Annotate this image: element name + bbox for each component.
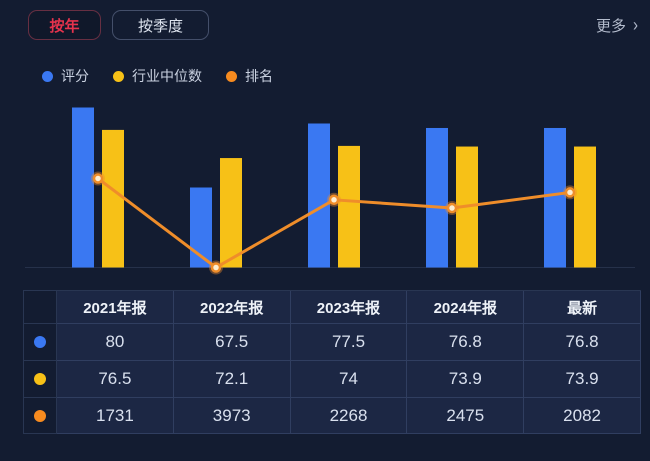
table-cell-rank-3: 2475 (407, 398, 525, 434)
legend-label-score: 评分 (61, 68, 89, 84)
table-cell-score-4: 76.8 (524, 324, 641, 361)
bar-score-3 (426, 127, 448, 268)
table-header-2: 2023年报 (290, 291, 408, 324)
table-header-3: 2024年报 (407, 291, 525, 324)
tab-by-quarter[interactable]: 按季度 (112, 10, 209, 40)
table-header-0: 2021年报 (57, 291, 174, 324)
bar-median-2 (338, 145, 360, 268)
row-dot-cell-score (24, 324, 57, 361)
table-cell-median-3: 73.9 (407, 361, 525, 398)
legend-dot-median-icon (113, 70, 124, 82)
tab-by-quarter-label: 按季度 (137, 17, 183, 35)
table-header-4: 最新 (524, 291, 641, 324)
rank-point-3 (446, 202, 458, 214)
bar-score-1 (190, 187, 212, 268)
bar-median-4 (574, 146, 596, 268)
data-table: 2021年报 2022年报 2023年报 2024年报 最新 80 67.5 77.5 76.8… (23, 290, 641, 434)
table-cell-score-1: 67.5 (173, 324, 291, 361)
chart-svg[interactable] (0, 90, 650, 280)
table-header-1: 2022年报 (173, 291, 291, 324)
bar-median-1 (220, 158, 242, 268)
table-cell-rank-4: 2082 (524, 398, 641, 434)
bar-score-4 (544, 127, 566, 268)
legend-dot-rank-icon (226, 70, 237, 82)
rank-line (97, 177, 571, 269)
table-cell-score-0: 80 (57, 324, 174, 361)
table-cell-score-3: 76.8 (407, 324, 525, 361)
table-corner-cell (24, 291, 57, 324)
more-link[interactable]: 更多 › (596, 15, 638, 36)
bar-score-0 (72, 107, 94, 268)
table-cell-median-1: 72.1 (173, 361, 291, 398)
table-cell-median-0: 76.5 (57, 361, 174, 398)
legend-item-median[interactable]: 行业中位数 (113, 66, 202, 86)
tab-by-year-label: 按年 (49, 17, 80, 35)
row-dot-median-icon (34, 373, 46, 385)
row-dot-rank-icon (34, 409, 46, 422)
bar-median-0 (102, 129, 124, 268)
legend-label-rank: 排名 (245, 68, 273, 84)
rank-point-1 (210, 262, 222, 273)
chevron-right-icon: › (633, 14, 638, 37)
row-dot-cell-rank (24, 398, 57, 434)
row-dot-cell-median (24, 361, 57, 398)
table-cell-rank-2: 2268 (290, 398, 408, 434)
rank-point-0 (92, 173, 104, 184)
more-label: 更多 (595, 18, 626, 35)
legend-label-median: 行业中位数 (132, 68, 202, 84)
tab-by-year[interactable]: 按年 (28, 10, 101, 40)
table-cell-median-4: 73.9 (524, 361, 641, 398)
legend-item-rank[interactable]: 排名 (226, 66, 273, 86)
table-cell-score-2: 77.5 (290, 324, 408, 361)
legend-dot-score-icon (42, 70, 53, 82)
table-cell-rank-0: 1731 (57, 398, 174, 434)
bar-score-2 (308, 123, 330, 268)
chart-legend: 评分 行业中位数 排名 (42, 66, 273, 86)
row-dot-score-icon (34, 336, 46, 348)
table-cell-rank-1: 3973 (173, 398, 291, 434)
rank-point-2 (328, 194, 340, 206)
legend-item-score[interactable]: 评分 (42, 66, 89, 86)
table-cell-median-2: 74 (290, 361, 408, 398)
rank-point-4 (564, 187, 576, 198)
